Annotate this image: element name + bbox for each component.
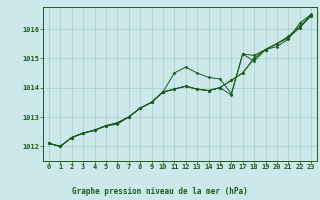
Text: Graphe pression niveau de la mer (hPa): Graphe pression niveau de la mer (hPa) [72,187,248,196]
